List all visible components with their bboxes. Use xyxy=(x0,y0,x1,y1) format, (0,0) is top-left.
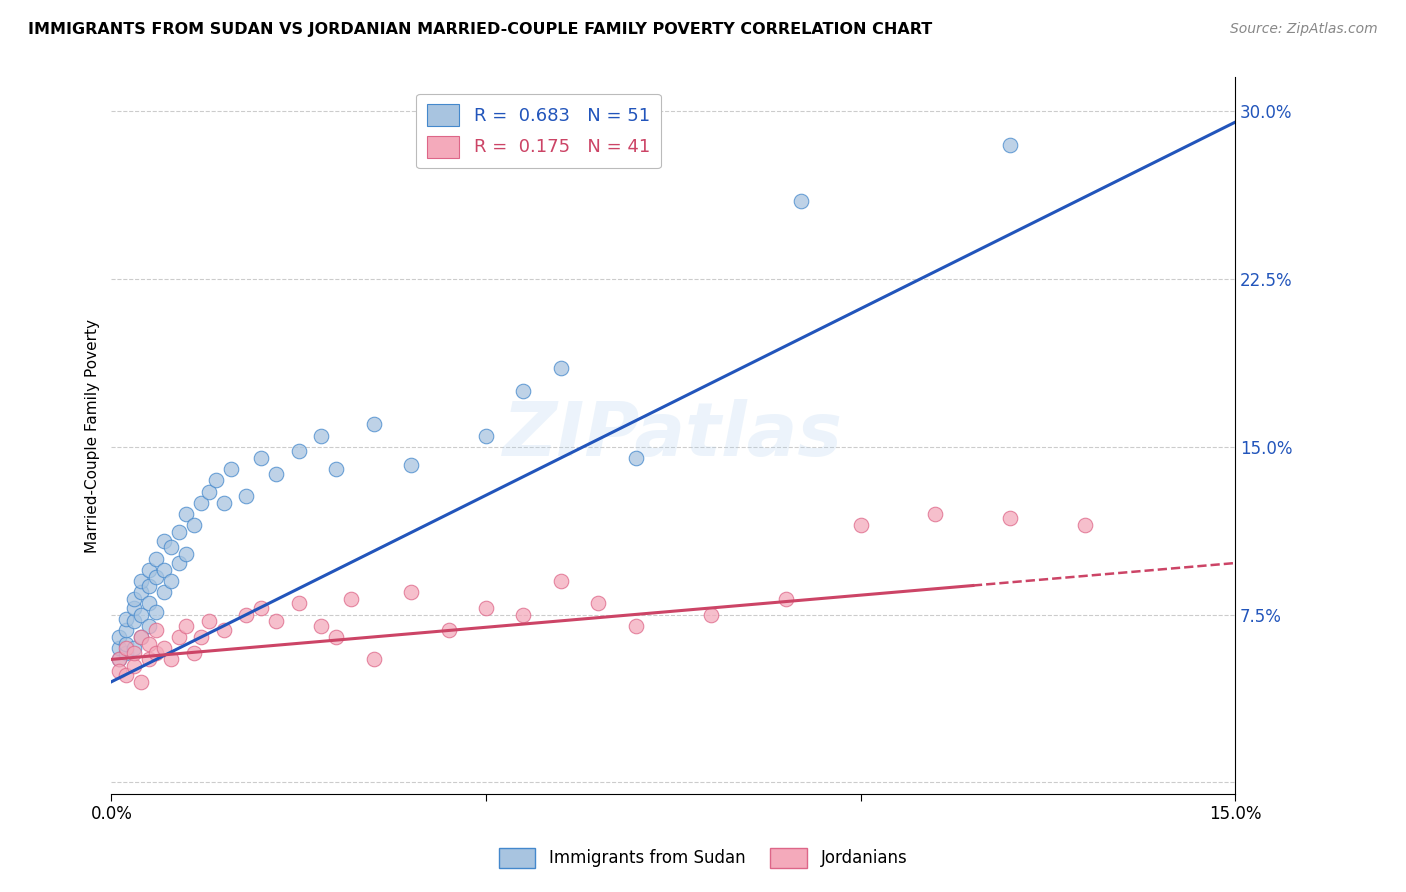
Point xyxy=(153,641,176,656)
Point xyxy=(325,630,347,644)
Point xyxy=(115,646,138,660)
Point xyxy=(176,619,198,633)
Point xyxy=(167,524,190,539)
Point xyxy=(475,428,498,442)
Point xyxy=(160,652,183,666)
Point xyxy=(145,551,167,566)
Point xyxy=(115,641,138,656)
Point xyxy=(1074,518,1097,533)
Point xyxy=(167,630,190,644)
Point xyxy=(1000,137,1022,152)
Point xyxy=(138,619,160,633)
Point xyxy=(512,607,534,622)
Point xyxy=(198,615,221,629)
Point xyxy=(145,569,167,583)
Point xyxy=(122,601,145,615)
Point xyxy=(363,652,385,666)
Point xyxy=(145,646,167,660)
Point xyxy=(624,450,647,465)
Point xyxy=(122,659,145,673)
Point xyxy=(131,585,153,599)
Point xyxy=(183,518,205,533)
Legend: Immigrants from Sudan, Jordanians: Immigrants from Sudan, Jordanians xyxy=(492,841,914,875)
Point xyxy=(115,668,138,682)
Point xyxy=(437,624,460,638)
Point xyxy=(131,674,153,689)
Point xyxy=(122,615,145,629)
Point xyxy=(160,541,183,555)
Point xyxy=(176,507,198,521)
Point xyxy=(235,607,257,622)
Point xyxy=(287,444,309,458)
Point xyxy=(138,578,160,592)
Point xyxy=(325,462,347,476)
Point xyxy=(145,624,167,638)
Point xyxy=(115,612,138,626)
Point xyxy=(789,194,811,208)
Point xyxy=(309,619,332,633)
Point xyxy=(108,652,131,666)
Point xyxy=(250,601,273,615)
Text: ZIPatlas: ZIPatlas xyxy=(503,399,844,472)
Text: Source: ZipAtlas.com: Source: ZipAtlas.com xyxy=(1230,22,1378,37)
Point xyxy=(122,641,145,656)
Point xyxy=(399,458,422,472)
Point xyxy=(624,619,647,633)
Point xyxy=(115,637,138,651)
Point xyxy=(588,596,610,610)
Point xyxy=(235,489,257,503)
Point xyxy=(153,585,176,599)
Point xyxy=(1000,511,1022,525)
Point xyxy=(190,496,212,510)
Point xyxy=(131,607,153,622)
Point xyxy=(287,596,309,610)
Text: IMMIGRANTS FROM SUDAN VS JORDANIAN MARRIED-COUPLE FAMILY POVERTY CORRELATION CHA: IMMIGRANTS FROM SUDAN VS JORDANIAN MARRI… xyxy=(28,22,932,37)
Point xyxy=(153,533,176,548)
Point xyxy=(198,484,221,499)
Point xyxy=(138,563,160,577)
Point xyxy=(550,361,572,376)
Point xyxy=(122,646,145,660)
Point xyxy=(167,556,190,570)
Point xyxy=(340,591,363,606)
Point xyxy=(131,630,153,644)
Point xyxy=(250,450,273,465)
Point xyxy=(475,601,498,615)
Point xyxy=(924,507,946,521)
Point xyxy=(775,591,797,606)
Point xyxy=(153,563,176,577)
Point xyxy=(212,624,235,638)
Point xyxy=(849,518,872,533)
Point xyxy=(131,574,153,588)
Point xyxy=(550,574,572,588)
Point xyxy=(138,637,160,651)
Point xyxy=(309,428,332,442)
Point xyxy=(108,664,131,678)
Point xyxy=(108,652,131,666)
Point xyxy=(699,607,721,622)
Point xyxy=(108,641,131,656)
Point xyxy=(264,615,287,629)
Point xyxy=(212,496,235,510)
Point xyxy=(219,462,242,476)
Point xyxy=(131,630,153,644)
Point xyxy=(115,624,138,638)
Point xyxy=(108,630,131,644)
Point xyxy=(363,417,385,432)
Point xyxy=(145,606,167,620)
Point xyxy=(138,652,160,666)
Point xyxy=(399,585,422,599)
Y-axis label: Married-Couple Family Poverty: Married-Couple Family Poverty xyxy=(86,318,100,552)
Point xyxy=(138,596,160,610)
Point xyxy=(176,547,198,561)
Point xyxy=(264,467,287,481)
Point xyxy=(160,574,183,588)
Legend: R =  0.683   N = 51, R =  0.175   N = 41: R = 0.683 N = 51, R = 0.175 N = 41 xyxy=(416,94,661,169)
Point xyxy=(512,384,534,398)
Point xyxy=(122,591,145,606)
Point xyxy=(183,646,205,660)
Point xyxy=(190,630,212,644)
Point xyxy=(205,473,228,487)
